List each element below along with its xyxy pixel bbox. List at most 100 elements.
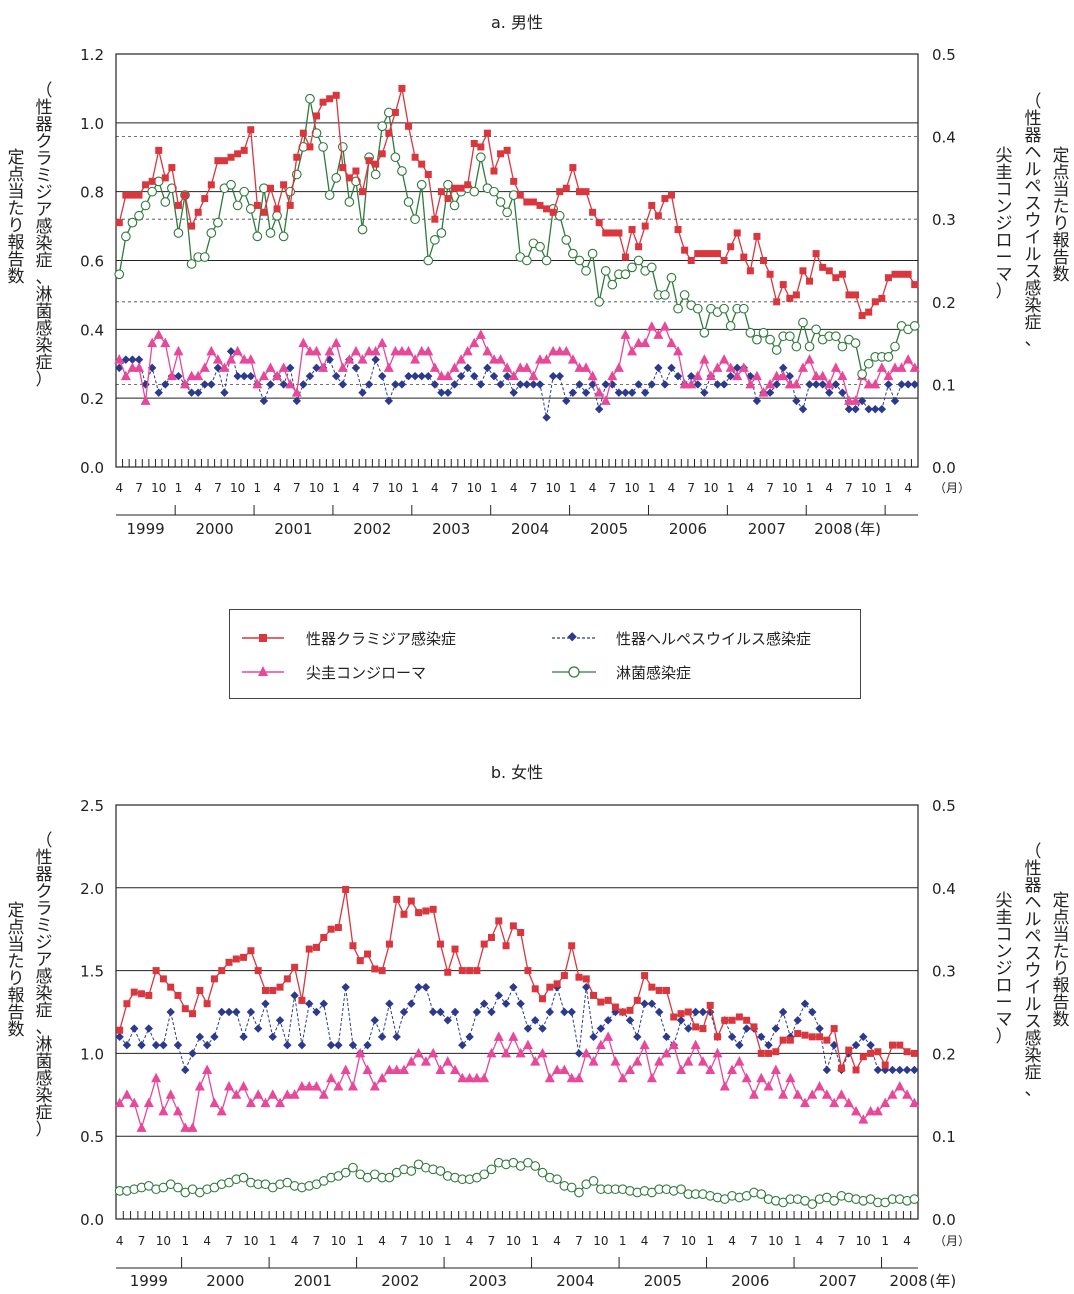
data-point <box>247 126 255 134</box>
x-month-label: 7 <box>608 481 616 495</box>
x-month-label: 1 <box>727 481 735 495</box>
data-point <box>748 1089 759 1099</box>
data-point <box>130 988 138 996</box>
data-point <box>621 388 630 397</box>
x-month-label: 4 <box>116 1234 124 1248</box>
data-point <box>232 955 240 963</box>
data-point <box>304 1081 315 1091</box>
data-point <box>719 303 729 314</box>
data-point <box>410 354 421 364</box>
data-point <box>904 270 912 278</box>
data-point <box>712 1047 723 1058</box>
data-point <box>896 1041 904 1049</box>
data-point <box>370 345 381 356</box>
data-point <box>135 191 143 199</box>
data-point <box>134 355 144 364</box>
x-ticks <box>115 459 919 467</box>
data-point <box>633 996 641 1004</box>
data-point <box>778 1089 789 1099</box>
data-point <box>766 270 774 278</box>
data-point <box>155 146 163 154</box>
data-point <box>830 362 841 372</box>
data-point <box>265 228 276 238</box>
data-point <box>161 380 170 389</box>
data-point <box>575 380 584 389</box>
data-point <box>699 327 710 338</box>
data-point <box>771 370 782 381</box>
data-point <box>693 380 702 389</box>
data-point <box>746 371 755 381</box>
data-point <box>420 1056 431 1066</box>
data-point <box>536 201 544 209</box>
data-point <box>320 933 328 941</box>
data-point <box>115 1032 124 1042</box>
y2-tick-label: 0.3 <box>932 963 956 981</box>
data-point <box>502 362 513 372</box>
data-point <box>568 248 578 259</box>
data-point <box>312 363 321 373</box>
data-point <box>815 1024 824 1033</box>
x-month-label: 7 <box>750 1234 758 1248</box>
data-point <box>253 1024 263 1033</box>
data-point <box>196 986 204 994</box>
data-point <box>245 204 256 214</box>
data-point <box>661 195 669 203</box>
data-point <box>508 190 519 200</box>
data-point <box>910 1049 918 1057</box>
x-month-label: 4 <box>291 1234 299 1248</box>
data-point <box>677 1010 685 1018</box>
data-point <box>195 1032 205 1042</box>
data-point <box>535 241 545 252</box>
data-point <box>792 396 801 406</box>
data-point <box>610 1056 621 1066</box>
x-month-label: 1 <box>619 1234 627 1248</box>
data-point <box>194 1081 205 1091</box>
data-point <box>456 371 466 381</box>
data-point <box>385 940 393 948</box>
data-point <box>137 1040 146 1050</box>
data-point <box>159 1040 168 1050</box>
data-point <box>838 388 847 397</box>
data-point <box>423 345 434 356</box>
data-point <box>377 1072 388 1083</box>
data-point <box>883 370 894 381</box>
data-point <box>147 337 158 348</box>
data-point <box>457 1072 468 1083</box>
data-point <box>888 1041 896 1049</box>
data-point <box>771 1024 781 1033</box>
data-point <box>648 201 656 209</box>
data-point <box>502 371 512 381</box>
x-month-label: 10 <box>243 1234 258 1248</box>
data-point <box>562 396 571 406</box>
data-point <box>620 329 631 339</box>
x-month-label: 1 <box>254 481 262 495</box>
data-point <box>495 197 506 207</box>
x-month-unit: （月） <box>934 1234 970 1248</box>
data-point <box>114 354 125 364</box>
data-point <box>719 1081 730 1091</box>
data-point <box>910 380 919 389</box>
data-point <box>206 345 217 356</box>
data-point <box>786 1036 794 1044</box>
x-month-label: 7 <box>766 481 774 495</box>
data-point <box>687 257 695 264</box>
data-point <box>752 396 762 406</box>
year-separators <box>116 1257 918 1269</box>
data-point <box>607 370 618 381</box>
data-point <box>246 371 255 381</box>
data-point <box>528 370 539 381</box>
data-point <box>406 1056 417 1066</box>
data-point <box>121 1089 132 1099</box>
data-point <box>909 1194 920 1204</box>
data-point <box>720 257 728 264</box>
data-point <box>742 1024 751 1033</box>
data-point <box>377 121 388 132</box>
x-month-label: 10 <box>156 1234 171 1248</box>
data-point <box>219 362 230 372</box>
data-point <box>836 1089 847 1099</box>
data-point <box>858 312 866 320</box>
y-axis-label: （性器クラミジア感染症、淋菌感染症） <box>36 81 53 390</box>
data-point <box>332 91 340 99</box>
data-point <box>130 1024 139 1033</box>
x-month-label: 1 <box>794 1234 802 1248</box>
